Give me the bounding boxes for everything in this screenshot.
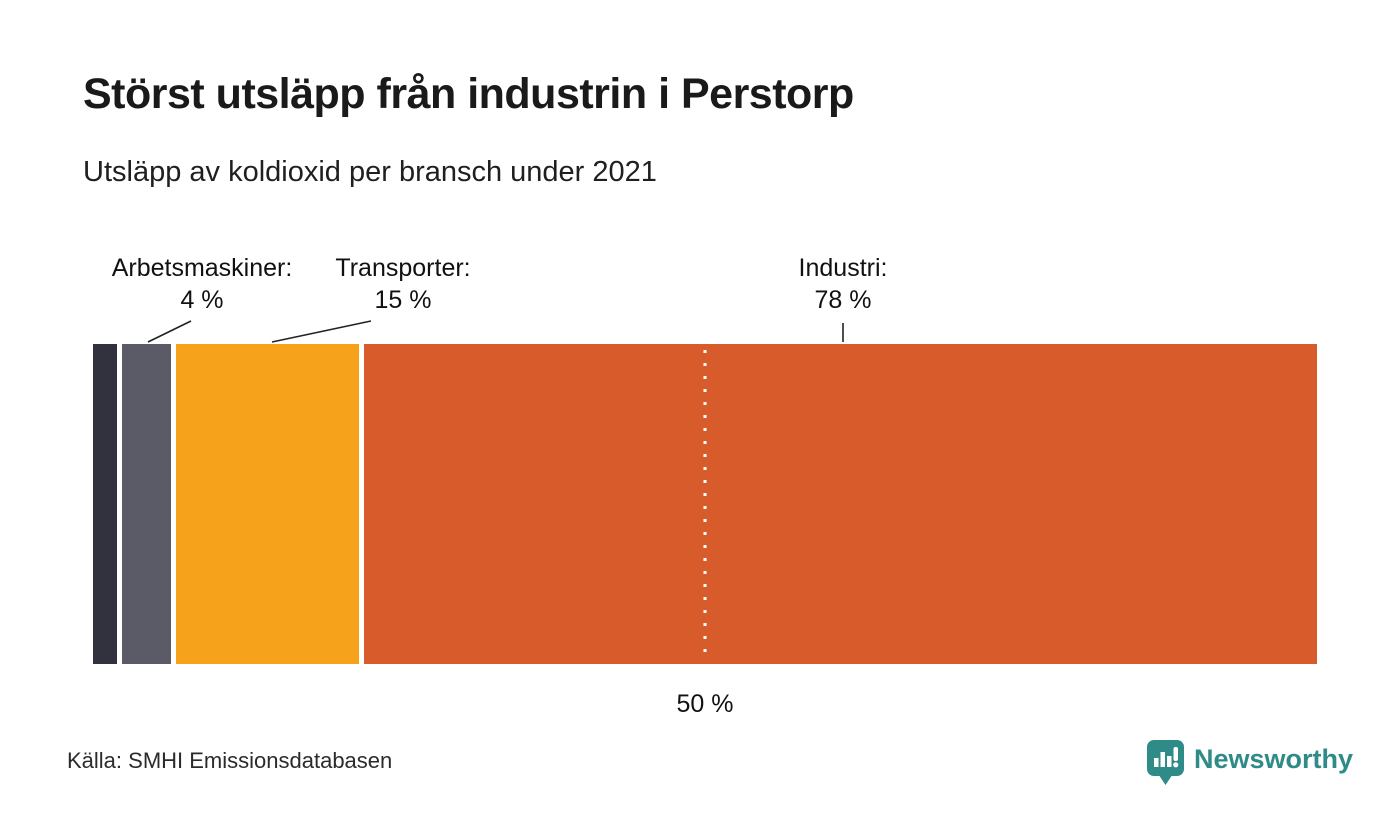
segment-label-industri: Industri: 78 %: [799, 252, 888, 316]
bar-segment-transporter: [176, 344, 360, 664]
segment-label-transporter: Transporter: 15 %: [335, 252, 470, 316]
fifty-percent-label: 50 %: [676, 690, 734, 718]
source-note: Källa: SMHI Emissionsdatabasen: [67, 748, 393, 773]
segment-label-value: 78 %: [814, 286, 872, 314]
segment-label-arbetsmaskiner: Arbetsmaskiner: 4 %: [112, 252, 293, 316]
segment-label-name: Industri:: [798, 254, 888, 282]
brand-name: Newsworthy: [1194, 744, 1354, 774]
segment-label-value: 15 %: [374, 286, 432, 314]
page-subtitle: Utsläpp av koldioxid per bransch under 2…: [83, 156, 657, 188]
bar-segment-arbetsmaskiner: [122, 344, 172, 664]
bar-segment-unlabeled: [93, 344, 118, 664]
page-title: Störst utsläpp från industrin i Perstorp: [83, 70, 854, 118]
newsworthy-logo-icon: [1147, 740, 1184, 785]
segment-label-name: Arbetsmaskiner:: [111, 254, 293, 282]
brand-lockup: Newsworthy: [1146, 739, 1353, 786]
stacked-bar: [93, 344, 1317, 664]
segment-label-value: 4 %: [180, 286, 224, 314]
segment-label-name: Transporter:: [335, 254, 471, 282]
bar-segment-industri: [364, 344, 1317, 664]
